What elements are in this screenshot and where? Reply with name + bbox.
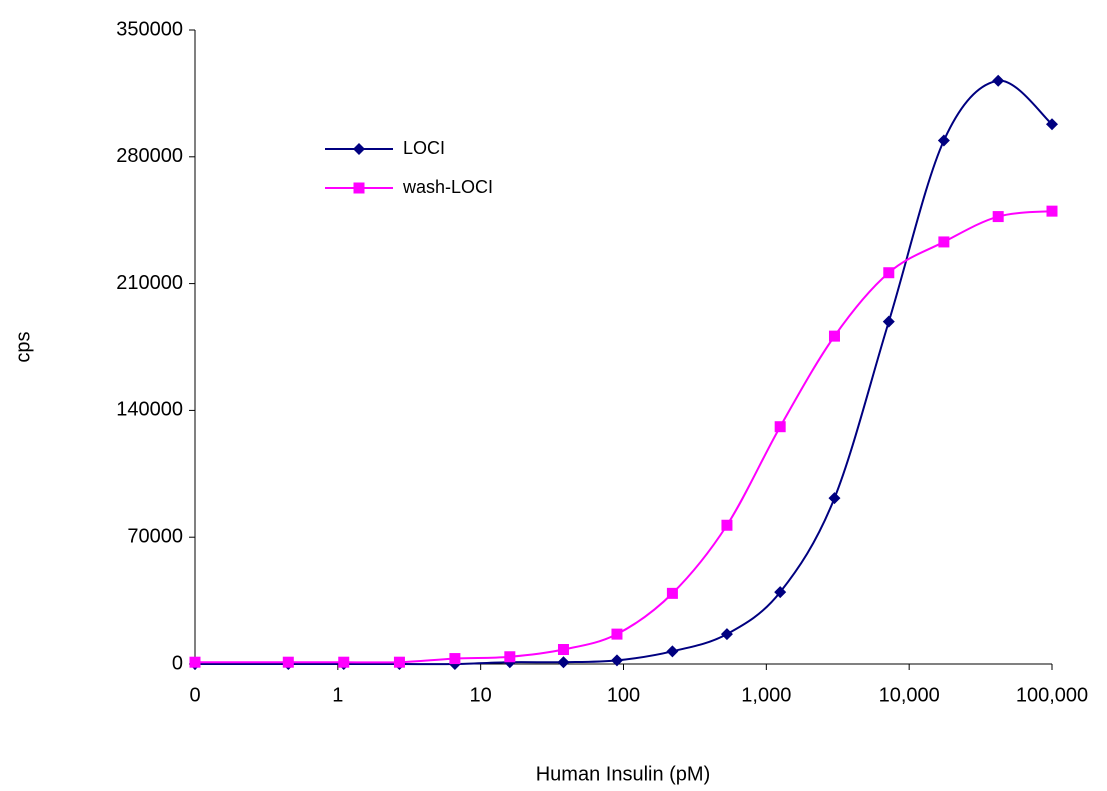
x-axis-label: Human Insulin (pM) [536,763,711,785]
marker [883,267,895,279]
marker [992,211,1004,223]
y-tick-label: 70000 [127,525,183,547]
marker [610,654,623,667]
marker [774,586,787,599]
y-tick-label: 0 [172,652,183,674]
legend-label: LOCI [403,138,445,158]
series-line [195,210,1053,664]
marker [557,656,570,669]
x-tick-label: 100 [607,684,640,706]
marker [828,492,841,505]
x-tick-label: 1,000 [741,684,791,706]
marker [557,644,569,656]
marker [449,653,461,665]
marker [353,143,365,155]
y-tick-label: 140000 [116,399,183,421]
x-tick-label: 0 [189,684,200,706]
marker [938,236,950,248]
marker [1046,205,1058,217]
x-tick-label: 10 [470,684,492,706]
y-tick-label: 280000 [116,145,183,167]
marker [882,315,895,328]
legend-label: wash-LOCI [402,177,493,197]
marker [992,74,1005,87]
marker [774,421,786,433]
marker [937,134,950,147]
marker [611,628,623,640]
marker [393,656,405,668]
marker [828,330,840,342]
marker [720,628,733,641]
marker [504,651,516,663]
marker [1046,118,1058,131]
marker [282,656,294,668]
marker [666,645,679,658]
y-axis-label: cps [12,331,34,362]
x-tick-label: 10,000 [879,684,940,706]
marker [353,182,365,194]
y-tick-label: 350000 [116,18,183,40]
y-tick-label: 210000 [116,272,183,294]
marker [666,587,678,599]
marker [338,656,350,668]
x-tick-label: 1 [332,684,343,706]
marker [721,519,733,531]
marker [189,656,201,668]
series-line [195,79,1053,666]
legend: LOCI wash-LOCI [325,138,493,197]
x-tick-label: 100,000 [1016,684,1088,706]
